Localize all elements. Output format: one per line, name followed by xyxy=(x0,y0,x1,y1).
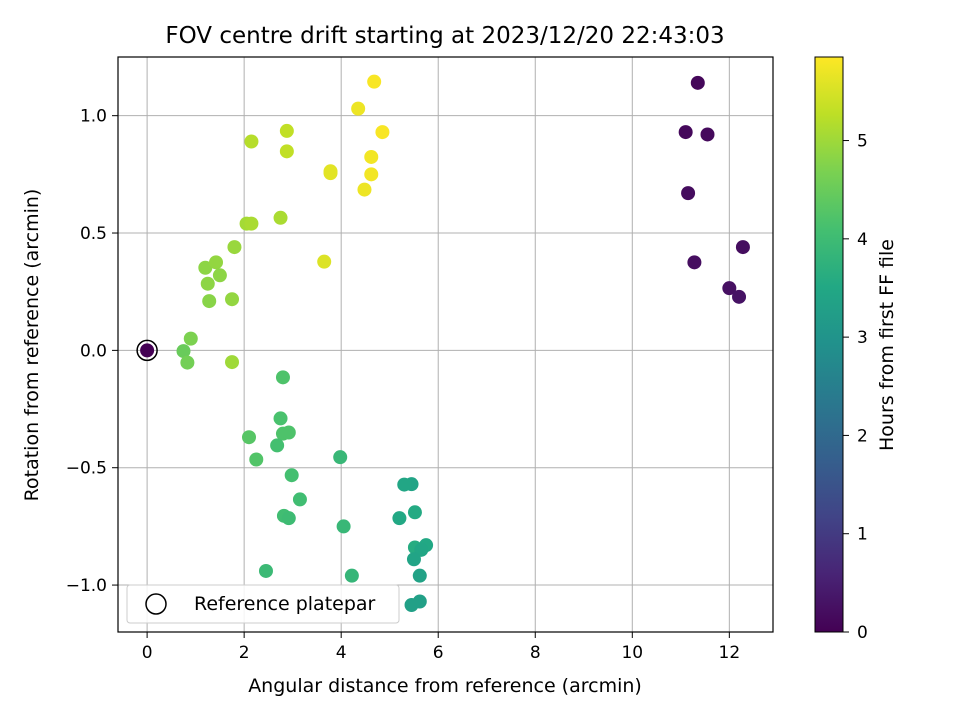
data-point xyxy=(225,355,240,370)
colorbar: 0 1 2 3 4 5 Hours from first FF file xyxy=(814,56,898,643)
data-point xyxy=(212,268,227,283)
data-point xyxy=(317,254,332,269)
legend-marker-reference xyxy=(145,593,167,615)
x-tick-label: 4 xyxy=(336,643,347,663)
y-axis-label: Rotation from reference (arcmin) xyxy=(21,189,43,502)
data-point xyxy=(227,240,242,255)
data-point xyxy=(244,216,259,231)
plot-frame xyxy=(117,56,774,633)
x-tick-label: 8 xyxy=(530,643,541,663)
data-point xyxy=(392,511,407,526)
colorbar-ticks: 0 1 2 3 4 5 xyxy=(843,132,868,643)
colorbar-tick-label: 2 xyxy=(857,426,868,446)
data-point xyxy=(333,450,348,465)
data-point xyxy=(279,144,294,159)
colorbar-bar xyxy=(814,56,844,633)
x-tick-label: 0 xyxy=(142,643,153,663)
colorbar-label: Hours from first FF file xyxy=(876,239,898,451)
data-point xyxy=(344,568,359,583)
data-point xyxy=(209,255,224,270)
x-tick-label: 2 xyxy=(239,643,250,663)
data-point xyxy=(249,452,264,467)
y-tick-label: 1.0 xyxy=(80,107,107,127)
data-point xyxy=(678,125,693,140)
data-point xyxy=(273,210,288,225)
data-point xyxy=(357,182,372,197)
data-point xyxy=(406,552,421,567)
data-point xyxy=(323,164,338,179)
data-point xyxy=(336,519,351,534)
y-tick-label: −1.0 xyxy=(66,576,107,596)
data-point xyxy=(202,294,217,309)
data-point xyxy=(270,438,285,453)
x-tick-label: 12 xyxy=(719,643,741,663)
data-point xyxy=(281,511,296,526)
data-point xyxy=(281,425,296,440)
colorbar-tick-label: 4 xyxy=(857,230,868,250)
legend-box xyxy=(126,584,400,624)
colorbar-tick-label: 1 xyxy=(857,525,868,545)
colorbar-tick-label: 3 xyxy=(857,328,868,348)
x-tick-label: 6 xyxy=(433,643,444,663)
y-tick-label: −0.5 xyxy=(66,459,107,479)
data-point xyxy=(700,127,715,142)
y-tick-label: 0.0 xyxy=(80,341,107,361)
data-point xyxy=(140,343,155,358)
reference-platepar-marker xyxy=(136,339,158,362)
chart-title: FOV centre drift starting at 2023/12/20 … xyxy=(165,23,724,49)
y-axis-ticks: −1.0 −0.5 0.0 0.5 1.0 xyxy=(66,107,118,596)
data-point xyxy=(690,75,705,90)
data-point xyxy=(732,289,747,304)
data-point xyxy=(407,505,422,520)
data-point xyxy=(351,101,366,116)
data-point xyxy=(412,568,427,583)
legend-label-reference: Reference platepar xyxy=(194,593,376,615)
data-point xyxy=(183,331,198,346)
data-point xyxy=(279,123,294,138)
data-point xyxy=(681,186,696,201)
data-point xyxy=(364,167,379,182)
x-tick-label: 10 xyxy=(621,643,643,663)
x-axis-ticks: 0 2 4 6 8 10 12 xyxy=(142,632,740,663)
data-point xyxy=(404,598,419,613)
data-point xyxy=(687,255,702,270)
data-point xyxy=(375,125,390,140)
data-point xyxy=(244,134,259,149)
data-point xyxy=(200,276,215,291)
data-point xyxy=(242,430,256,445)
y-tick-label: 0.5 xyxy=(80,224,107,244)
data-point xyxy=(397,477,412,492)
data-point xyxy=(722,281,737,296)
data-point xyxy=(176,344,191,359)
data-point xyxy=(735,240,750,255)
colorbar-tick-label: 0 xyxy=(857,623,868,643)
data-point xyxy=(292,492,307,507)
data-point xyxy=(258,563,273,578)
data-points xyxy=(136,74,750,613)
data-point xyxy=(225,292,240,307)
x-axis-label: Angular distance from reference (arcmin) xyxy=(248,675,642,697)
data-point xyxy=(367,74,382,89)
legend: Reference platepar xyxy=(126,584,400,624)
data-point xyxy=(364,149,379,164)
data-point xyxy=(273,411,288,426)
data-point xyxy=(180,355,195,370)
grid-lines xyxy=(118,57,773,632)
data-point xyxy=(198,260,213,275)
data-point xyxy=(275,370,290,385)
colorbar-tick-label: 5 xyxy=(857,132,868,152)
data-point xyxy=(284,468,299,483)
